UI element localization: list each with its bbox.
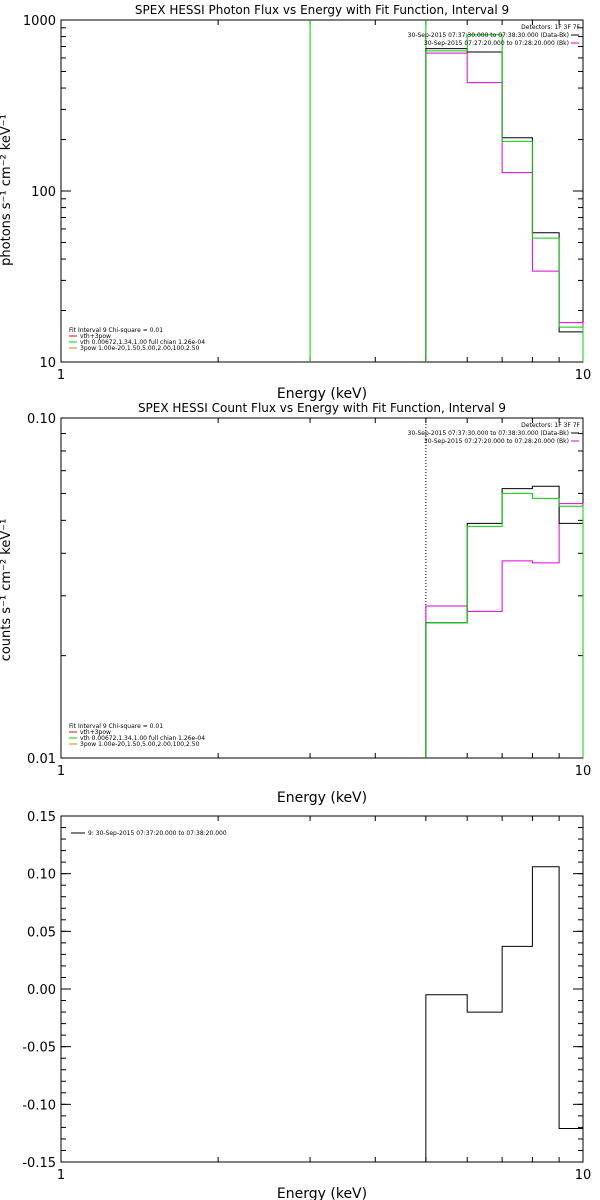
legend-entry: 30-Sep-2015 07:27:20.000 to 07:28:20.000… (424, 40, 569, 47)
chart-title: SPEX HESSI Photon Flux vs Energy with Fi… (135, 3, 509, 17)
series-line (425, 48, 584, 362)
photon-flux-panel: SPEX HESSI Photon Flux vs Energy with Fi… (0, 3, 591, 402)
x-tick-label: 1 (57, 368, 65, 383)
legend-entry: vth+3pow (80, 729, 111, 736)
y-tick-label: 1000 (23, 14, 56, 29)
x-tick-label: 10 (575, 1168, 592, 1183)
y-tick-label: -0.15 (22, 1156, 56, 1171)
legend-entry: 30-Sep-2015 07:37:30.000 to 07:38:30.000… (408, 32, 569, 39)
series-line (425, 34, 584, 362)
y-axis-label: photons s⁻¹ cm⁻² keV⁻¹ (0, 114, 14, 266)
residual-panel: Energy (keV) 1 10 0.15 0.10 0.05 0.00 -0.05 -0.… (22, 810, 591, 1200)
y-tick-label: 100 (31, 185, 56, 200)
legend-entry: 30-Sep-2015 07:27:20.000 to 07:28:20.000… (424, 438, 569, 445)
x-axis-label: Energy (keV) (277, 1186, 367, 1200)
legend-entry: 30-Sep-2015 07:37:30.000 to 07:38:30.000… (408, 430, 569, 437)
y-axis-label: counts s⁻¹ cm⁻² keV⁻¹ (0, 519, 14, 662)
legend-header: Detectors: 1F 3F 7F (521, 422, 580, 429)
x-tick-label: 1 (57, 764, 65, 779)
y-tick-label: 0.00 (27, 983, 56, 998)
series-line (425, 866, 584, 1162)
y-tick-label: -0.10 (22, 1098, 56, 1113)
count-flux-panel: SPEX HESSI Count Flux vs Energy with Fit… (0, 401, 591, 806)
y-tick-label: -0.05 (22, 1041, 56, 1056)
legend-entry: vth 0.00672,1.34,1.00 full chian 1.26e-0… (80, 735, 205, 742)
legend-header: Fit Interval 9 Chi-square = 0.01 (69, 723, 163, 730)
legend-entry: 9: 30-Sep-2015 07:37:20.000 to 07:38:20.… (88, 830, 227, 837)
legend-entry: 3pow 1.00e-20,1.50,5.00,2.00,100,2.50 (80, 741, 200, 748)
plot-frame (60, 417, 584, 759)
x-tick-label: 10 (575, 764, 592, 779)
y-tick-label: 0.01 (27, 752, 56, 767)
y-tick-label: 0.05 (27, 925, 56, 940)
plot-frame (60, 19, 584, 363)
series-line (425, 492, 584, 758)
series-line (425, 503, 584, 758)
legend-header: Detectors: 1F 3F 7F (521, 24, 580, 31)
y-tick-label: 0.15 (27, 810, 56, 825)
x-tick-label: 1 (57, 1168, 65, 1183)
y-tick-label: 10 (39, 356, 56, 371)
legend-entry: 3pow 1.00e-20,1.50,5.00,2.00,100,2.50 (80, 345, 200, 352)
x-tick-label: 10 (575, 368, 592, 383)
x-axis-label: Energy (keV) (277, 386, 367, 402)
y-tick-label: 0.10 (27, 412, 56, 427)
legend-header: Fit Interval 9 Chi-square = 0.01 (69, 327, 163, 334)
x-axis-label: Energy (keV) (277, 790, 367, 806)
legend-entry: vth+3pow (80, 333, 111, 340)
plot-frame (60, 815, 584, 1163)
chart-title: SPEX HESSI Count Flux vs Energy with Fit… (138, 401, 506, 415)
legend-entry: vth 0.00672,1.34,1.00 full chian 1.26e-0… (80, 339, 205, 346)
series-line (425, 52, 584, 362)
y-tick-label: 0.10 (27, 868, 56, 883)
